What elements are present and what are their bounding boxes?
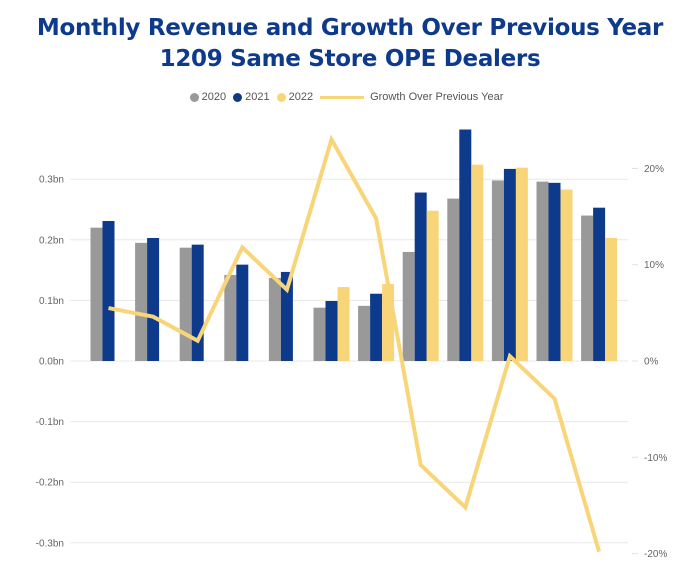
bar-2020-May[interactable] xyxy=(268,277,281,361)
legend-item-2020[interactable]: 2020 xyxy=(189,91,227,103)
right-tick-label: 10% xyxy=(644,260,664,271)
bar-2020-Apr[interactable] xyxy=(224,274,237,361)
legend-marker-2021 xyxy=(233,92,243,102)
left-tick-label: -0.3bn xyxy=(36,538,64,549)
bar-2020-Sep[interactable] xyxy=(447,198,460,361)
bars xyxy=(90,129,618,361)
left-tick-label: 0.2bn xyxy=(39,235,64,246)
bar-2020-Feb[interactable] xyxy=(135,242,148,361)
bar-2022-Dec[interactable] xyxy=(605,237,618,361)
bar-2022-Jun[interactable] xyxy=(337,287,350,361)
bar-2020-Nov[interactable] xyxy=(536,181,549,361)
right-tick-label: 0% xyxy=(644,357,659,368)
bar-2022-Sep[interactable] xyxy=(471,164,484,361)
bar-2021-Nov[interactable] xyxy=(548,182,561,361)
bar-2020-Jun[interactable] xyxy=(313,307,326,361)
legend-marker-2022 xyxy=(276,92,286,102)
bar-2020-Aug[interactable] xyxy=(402,251,415,361)
bar-2021-Jan[interactable] xyxy=(102,221,115,361)
bar-2021-Apr[interactable] xyxy=(236,264,249,361)
bar-2020-Oct[interactable] xyxy=(491,180,504,361)
legend-item-growth[interactable]: Growth Over Previous Year xyxy=(320,91,503,103)
left-tick-label: 0.3bn xyxy=(39,175,64,186)
bar-2021-Oct[interactable] xyxy=(503,168,516,361)
bar-2021-Dec[interactable] xyxy=(593,207,606,361)
right-tick-label: -20% xyxy=(644,549,667,560)
growth-line-group xyxy=(108,134,602,553)
chart-subtitle: 1209 Same Store OPE Dealers xyxy=(159,46,541,72)
legend-label-growth: Growth Over Previous Year xyxy=(370,91,504,103)
right-axis: 20% 10% 0% -10% -20% xyxy=(632,164,667,560)
legend: 2020 2021 2022 Growth Over Previous Year xyxy=(0,91,700,103)
left-axis: 0.3bn 0.2bn 0.1bn 0.0bn -0.1bn -0.2bn -0.3bn xyxy=(36,175,64,550)
left-tick-label: 0.0bn xyxy=(39,357,64,368)
chart-title: Monthly Revenue and Growth Over Previous… xyxy=(36,15,664,41)
legend-item-2022[interactable]: 2022 xyxy=(276,91,314,103)
bar-2022-Nov[interactable] xyxy=(560,189,573,361)
legend-marker-growth xyxy=(320,95,365,99)
bar-2022-Oct[interactable] xyxy=(515,167,528,361)
bar-2021-Mar[interactable] xyxy=(191,244,204,361)
bar-2021-Aug[interactable] xyxy=(414,192,427,361)
right-tick-label: -10% xyxy=(644,453,667,464)
bar-2021-Jul[interactable] xyxy=(370,293,383,361)
legend-label-2022: 2022 xyxy=(288,91,314,103)
bar-2020-Jan[interactable] xyxy=(90,227,103,361)
bar-2020-Jul[interactable] xyxy=(358,305,371,361)
bar-2020-Mar[interactable] xyxy=(179,247,192,361)
bar-2021-Feb[interactable] xyxy=(147,237,160,361)
bar-2020-Dec[interactable] xyxy=(581,215,594,361)
bar-2022-Aug[interactable] xyxy=(426,210,439,361)
right-tick-label: 20% xyxy=(644,164,664,175)
growth-line[interactable] xyxy=(108,134,602,553)
left-tick-label: -0.2bn xyxy=(36,478,64,489)
bar-2021-Sep[interactable] xyxy=(459,129,472,361)
legend-label-2021: 2021 xyxy=(245,91,270,103)
left-tick-label: -0.1bn xyxy=(36,417,64,428)
legend-marker-2020 xyxy=(189,92,199,102)
bar-2021-Jun[interactable] xyxy=(325,301,338,361)
bar-2021-May[interactable] xyxy=(280,271,293,361)
legend-label-2020: 2020 xyxy=(201,91,227,103)
left-tick-label: 0.1bn xyxy=(39,296,64,307)
legend-item-2021[interactable]: 2021 xyxy=(233,91,270,103)
